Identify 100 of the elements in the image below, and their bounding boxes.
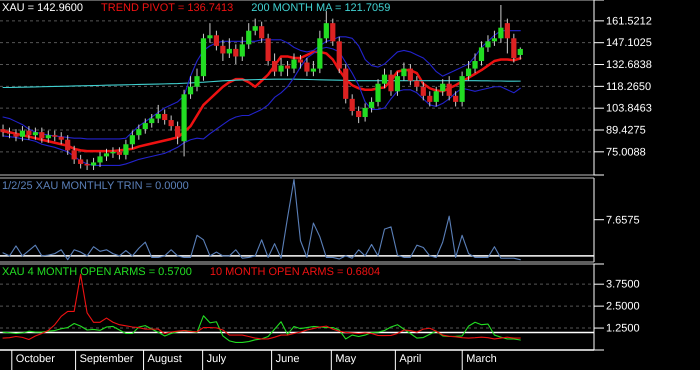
candlestick [6,127,12,139]
candlestick [233,44,238,65]
text: 200 MONTH MA = 121.7059 [251,2,390,14]
y-tick-label: 3.7500 [606,278,640,291]
chart-title: XAU = 142.9600 [2,2,84,14]
candlestick [420,82,426,101]
candlestick [104,148,110,162]
candlestick [408,64,413,86]
candlestick [427,90,432,107]
candlestick [136,124,142,140]
candlestick [97,151,103,168]
candlestick [58,132,64,145]
x-tick-label: April [399,352,422,365]
candlestick [518,46,523,60]
candlestick [123,139,128,160]
candlestick [440,78,446,96]
x-tick-label: March [466,352,497,365]
candlestick [156,104,161,124]
candlestick [207,22,213,44]
y-tick-label: 161.5212 [606,15,652,28]
text: 1/2/25 XAU MONTHLY TRIN = 0.0000 [2,180,189,192]
candlestick [272,52,278,77]
y-tick-label: 2.5000 [606,300,640,313]
candlestick [485,34,491,52]
candlestick [375,78,381,107]
candlestick [110,146,116,158]
candlestick [246,22,252,50]
candlestick [284,60,290,77]
line-series [2,274,521,340]
y-tick-label: 103.8463 [606,102,652,115]
candlestick [434,86,439,107]
x-tick-label: July [206,352,227,365]
candlestick [226,38,232,58]
candlestick [304,57,310,77]
candlestick [350,94,355,116]
candlestick [511,33,516,64]
candlestick [278,57,284,77]
candlestick [220,39,226,62]
candlestick [188,76,194,100]
candlestick [394,71,400,96]
candlestick [168,115,174,132]
candlestick [259,21,264,44]
x-tick-label: May [335,352,357,365]
y-tick-label: 1.2500 [606,322,640,335]
candlestick [194,68,200,92]
candlestick [478,40,484,66]
candlestick [84,158,90,171]
candlestick [504,18,510,54]
x-tick-label: October [16,352,56,365]
candlestick [240,36,245,62]
candlestick [130,130,135,150]
candlestick [175,121,180,145]
candlestick [65,134,70,156]
candlestick [252,18,258,36]
candlestick [401,62,407,82]
candlestick [291,52,297,74]
y-tick-label: 89.4275 [606,124,646,137]
candlestick [39,127,44,144]
candlestick [72,145,77,164]
candlestick [116,146,122,160]
candlestick [324,10,329,44]
candlestick [78,154,84,169]
text: 7.6575 [606,214,640,227]
candlestick [90,157,96,171]
candlestick [142,118,148,134]
candlestick [20,126,26,142]
candlestick [26,126,32,140]
candlestick [382,68,388,89]
text: XAU 4 MONTH OPEN ARMS = 0.5700 [2,266,192,278]
y-tick-label: 132.6838 [606,59,652,72]
candlestick [162,108,168,126]
line-series [2,315,521,344]
x-tick-label: August [148,352,182,365]
candlestick [362,102,368,122]
candlestick [492,30,498,46]
candlestick [266,33,271,66]
candlestick [453,90,458,107]
x-tick-label: June [276,352,300,365]
candlestick [388,70,394,96]
candlestick [466,60,472,82]
candlestick [368,96,374,113]
candlestick [310,60,316,77]
text: TREND PIVOT = 136.7413 [101,2,234,14]
candlestick [32,127,38,140]
candlestick [52,130,58,142]
candlestick [214,30,220,51]
candlestick [46,130,51,144]
x-tick-label: September [80,352,134,365]
candlestick [298,54,304,70]
candlestick [414,76,420,92]
y-tick-label: 118.2650 [606,80,652,93]
y-tick-label: 75.0088 [606,146,646,158]
candlestick [498,4,504,44]
candlestick [446,76,452,101]
candlestick [356,106,362,124]
candlestick [13,128,19,142]
candlestick [0,124,6,138]
candlestick [149,113,154,128]
text: 10 MONTH OPEN ARMS = 0.6804 [210,266,380,278]
candlestick [330,18,336,46]
